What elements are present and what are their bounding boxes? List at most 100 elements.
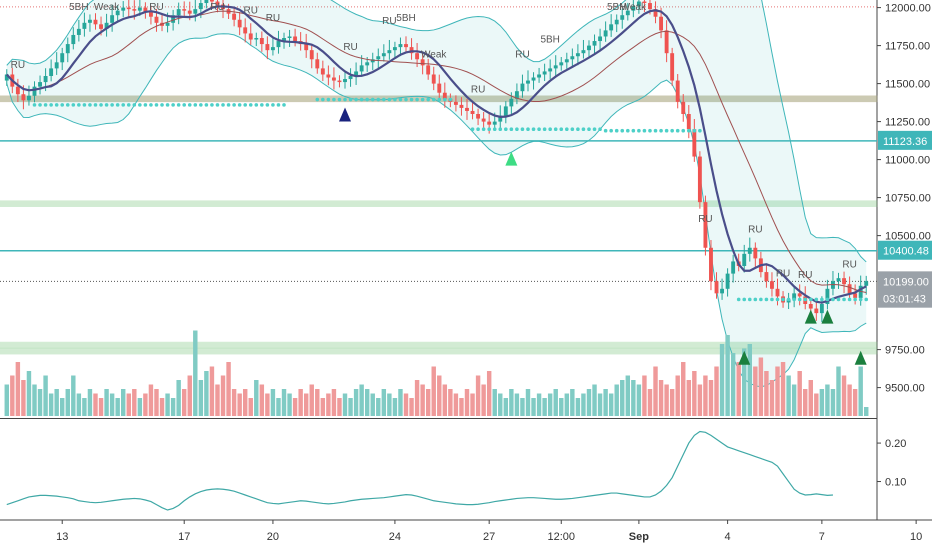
volume-bar <box>204 371 209 416</box>
candle-body <box>792 293 797 300</box>
volume-bar <box>98 398 104 416</box>
volume-bar <box>209 366 215 416</box>
trailing-stop-dot <box>576 127 580 131</box>
candle-body <box>4 74 9 81</box>
candle-body <box>187 10 192 14</box>
volume-bar <box>154 389 159 416</box>
signal-label: Weak <box>94 2 120 13</box>
price-label-text: 03:01:43 <box>883 294 926 306</box>
volume-bar <box>259 384 265 416</box>
candle-body <box>814 308 819 314</box>
level-band-8 <box>0 347 878 355</box>
trailing-stop-dot <box>747 297 752 302</box>
volume-bar <box>71 375 76 416</box>
candle-body <box>43 76 48 83</box>
signal-label: Weak <box>621 2 647 13</box>
volume-bar <box>398 389 403 416</box>
candle-body <box>725 273 730 289</box>
trailing-stop-dot <box>581 127 586 131</box>
trailing-stop-dot <box>775 297 780 302</box>
candle-body <box>598 36 603 42</box>
candle-body <box>209 0 214 2</box>
trailing-stop-dot <box>670 128 674 133</box>
volume-bar <box>814 393 819 416</box>
candle-body <box>653 9 658 17</box>
trailing-stop-dot <box>243 103 248 107</box>
buy-triangle <box>738 350 751 365</box>
candle-body <box>132 9 137 11</box>
trailing-stop-dot <box>398 97 403 102</box>
volume-bar <box>48 393 54 416</box>
trailing-stop-dot <box>520 127 525 131</box>
candle-body <box>753 247 758 259</box>
time-tick-label: 4 <box>725 531 731 543</box>
trailing-stop-dot <box>165 103 170 107</box>
candle-body <box>49 68 54 76</box>
trailing-stop-dot <box>592 127 597 131</box>
candle-body <box>620 15 625 20</box>
volume-bar <box>37 389 43 416</box>
time-tick-label: 13 <box>56 531 68 543</box>
price-label-text: 11123.36 <box>883 136 927 148</box>
trailing-stop-dot <box>348 97 353 102</box>
volume-bar <box>342 393 348 416</box>
candle-body <box>570 56 575 60</box>
trailing-stop-dot <box>88 103 92 107</box>
candle-body <box>309 50 314 60</box>
volume-bar <box>636 384 642 416</box>
trailing-stop-dot <box>221 103 225 107</box>
trailing-stop-dot <box>692 128 697 133</box>
candle-body <box>315 59 320 69</box>
volume-bar <box>514 393 520 416</box>
volume-bar <box>553 389 558 416</box>
volume-bar <box>503 398 509 416</box>
candle-body <box>581 50 586 54</box>
trailing-stop-dot <box>831 297 835 302</box>
volume-bar <box>364 389 370 416</box>
volume-bar <box>21 380 26 416</box>
volume-bar <box>686 380 692 416</box>
volume-bar <box>193 330 198 416</box>
candle-body <box>193 9 198 14</box>
volume-bar <box>104 389 109 416</box>
volume-bar <box>486 371 492 416</box>
trailing-stop-dot <box>481 127 486 131</box>
trailing-stop-dot <box>675 128 680 133</box>
volume-bar <box>403 393 409 416</box>
trailing-stop-dot <box>138 103 142 107</box>
buy-triangle <box>804 309 817 324</box>
volume-bar <box>719 344 725 416</box>
volume-bar <box>109 393 115 416</box>
signal-label: RU <box>471 85 485 96</box>
candle-body <box>82 22 87 29</box>
volume-bar <box>642 375 647 416</box>
candle-body <box>747 247 752 254</box>
volume-bar <box>26 371 32 416</box>
signal-label: RU <box>776 268 790 279</box>
candle-body <box>65 44 70 54</box>
trailing-stop-dot <box>420 97 425 102</box>
signal-label: RU <box>382 16 396 27</box>
trailing-stop-dot <box>171 103 175 107</box>
trailing-stop-dot <box>764 297 769 302</box>
volume-bar <box>148 384 154 416</box>
volume-bar <box>248 398 253 416</box>
trailing-stop-dot <box>232 103 236 107</box>
volume-bar <box>170 398 176 416</box>
candle-body <box>442 92 447 99</box>
candle-body <box>359 65 364 72</box>
volume-bar <box>509 389 514 416</box>
volume-bar <box>669 389 675 416</box>
volume-bar <box>437 375 442 416</box>
candle-body <box>165 22 170 26</box>
trailing-stop-dot <box>237 103 242 107</box>
volume-bar <box>287 393 292 416</box>
trailing-stop-dot <box>803 297 808 302</box>
trailing-stop-dot <box>354 97 358 102</box>
volume-bar <box>281 389 287 416</box>
volume-bar <box>54 389 59 416</box>
candle-body <box>237 19 242 28</box>
trailing-stop-dot <box>587 127 591 131</box>
volume-bar <box>226 362 231 416</box>
